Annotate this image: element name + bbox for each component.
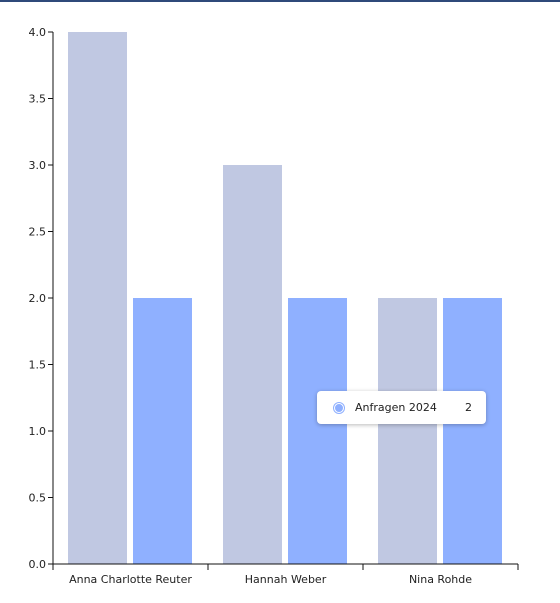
bar-series-1-1 [68,32,127,564]
y-tick-label: 0.0 [29,558,47,571]
bar-series-1-2 [223,165,282,564]
y-tick-label: 4.0 [29,26,47,39]
x-tick-label: Hannah Weber [245,573,327,586]
y-tick-label: 1.0 [29,425,47,438]
x-tick-label: Nina Rohde [409,573,472,586]
y-tick-label: 2.0 [29,292,47,305]
x-tick-label: Anna Charlotte Reuter [69,573,192,586]
bar-series-2-3 [443,298,502,564]
y-tick-label: 0.5 [29,492,47,505]
y-tick-label: 2.5 [29,226,47,239]
bar-series-2-2 [288,298,347,564]
y-tick-label: 1.5 [29,359,47,372]
bar-series-1-3 [378,298,437,564]
chart-tooltip: Anfragen 2024 2 [317,391,486,424]
y-tick-label: 3.0 [29,159,47,172]
y-tick-label: 3.5 [29,93,47,106]
series-color-dot-icon [334,402,344,413]
tooltip-value: 2 [465,401,472,414]
top-accent-rule [0,0,560,2]
tooltip-series-name: Anfragen 2024 [355,401,437,414]
bar-series-2-1 [133,298,192,564]
